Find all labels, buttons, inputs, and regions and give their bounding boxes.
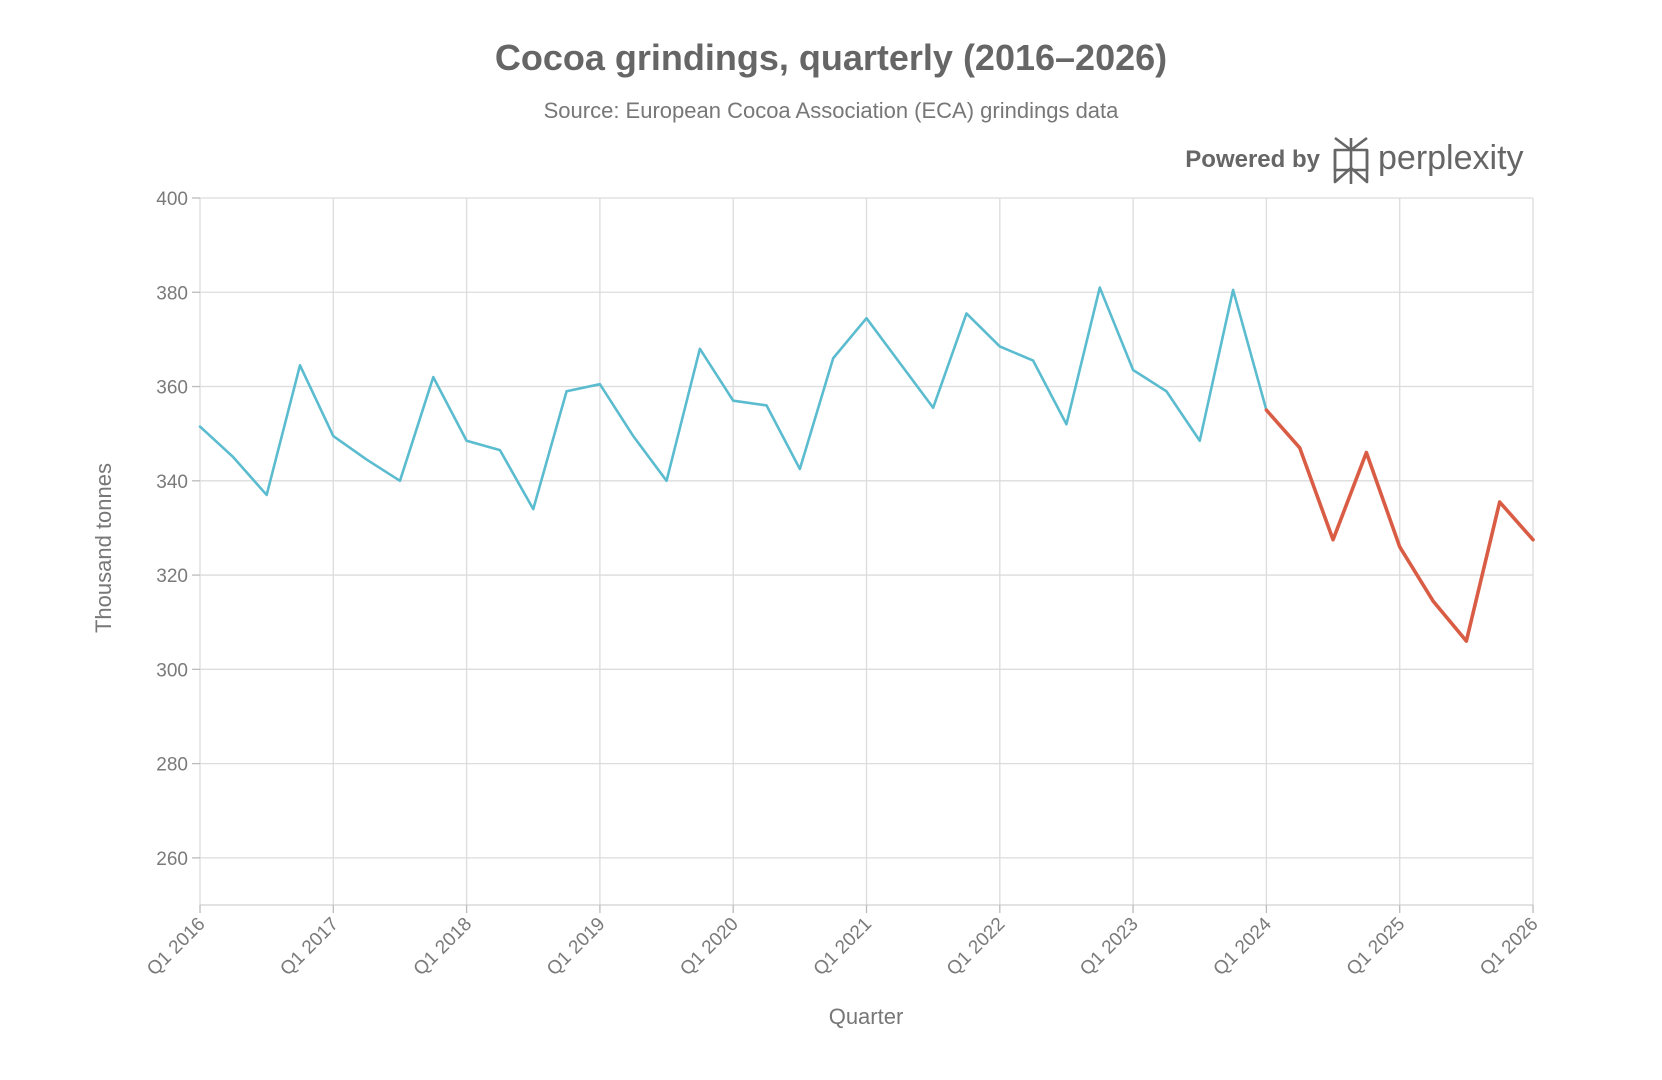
y-tick-label: 380 bbox=[156, 283, 188, 304]
axes: 260 280 300 320 340 360 380 400 Q1 2016 Q1 2017 Q1… bbox=[143, 189, 1542, 980]
x-tick-label: Q1 2023 bbox=[1076, 914, 1142, 980]
x-tick-label: Q1 2026 bbox=[1476, 914, 1542, 980]
y-tick-label: 300 bbox=[156, 660, 188, 681]
x-tick-label: Q1 2017 bbox=[276, 914, 342, 980]
y-tick-label: 260 bbox=[156, 849, 188, 870]
y-tick-label: 320 bbox=[156, 566, 188, 587]
x-tick-label: Q1 2019 bbox=[543, 914, 609, 980]
y-tick-label: 280 bbox=[156, 755, 188, 776]
x-tick-label: Q1 2022 bbox=[943, 914, 1009, 980]
x-tick-label: Q1 2025 bbox=[1343, 914, 1409, 980]
gridlines bbox=[199, 197, 1534, 905]
x-axis-title: Quarter bbox=[829, 1004, 904, 1029]
x-tick-label: Q1 2021 bbox=[810, 914, 876, 980]
series-lines bbox=[198, 286, 1535, 643]
y-tick-label: 340 bbox=[156, 472, 188, 493]
x-tick-label: Q1 2016 bbox=[143, 914, 209, 980]
chart-subtitle: Source: European Cocoa Association (ECA)… bbox=[544, 98, 1120, 123]
y-tick-label: 360 bbox=[156, 378, 188, 399]
x-tick-label: Q1 2018 bbox=[410, 914, 476, 980]
x-tick-label: Q1 2020 bbox=[676, 914, 742, 980]
perplexity-wordmark: perplexity bbox=[1378, 139, 1524, 177]
branding: Powered by perplexity bbox=[1185, 136, 1524, 184]
y-tick-label: 400 bbox=[156, 189, 188, 210]
x-tick-label: Q1 2024 bbox=[1210, 913, 1277, 980]
chart-title: Cocoa grindings, quarterly (2016–2026) bbox=[495, 37, 1167, 78]
perplexity-logo-icon bbox=[1333, 136, 1369, 184]
powered-by-label: Powered by bbox=[1185, 146, 1320, 173]
y-axis-title: Thousand tonnes bbox=[91, 463, 116, 633]
